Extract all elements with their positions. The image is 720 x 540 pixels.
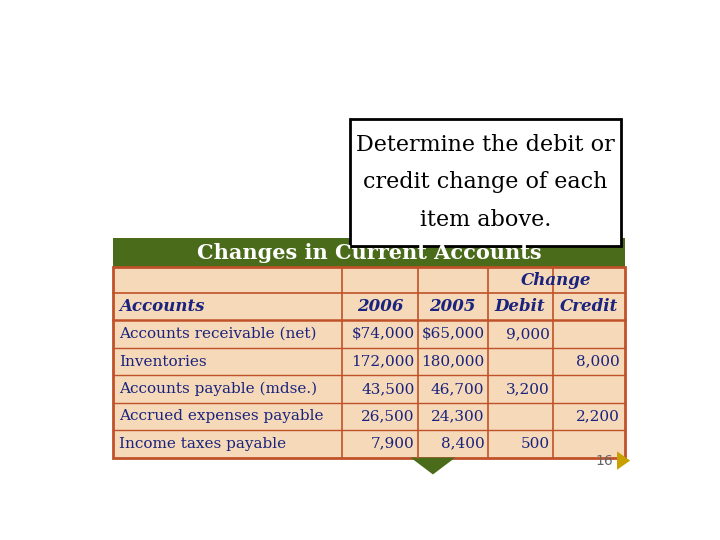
Text: Change: Change [521, 272, 591, 288]
Text: Accounts receivable (net): Accounts receivable (net) [120, 327, 317, 341]
Text: $65,000: $65,000 [421, 327, 485, 341]
Text: Accounts payable (mdse.): Accounts payable (mdse.) [120, 382, 318, 396]
Text: 24,300: 24,300 [431, 409, 485, 423]
Text: Determine the debit or
credit change of each
item above.: Determine the debit or credit change of … [356, 134, 615, 231]
Text: 172,000: 172,000 [351, 355, 415, 369]
Text: 46,700: 46,700 [431, 382, 485, 396]
Text: 500: 500 [521, 437, 549, 451]
FancyBboxPatch shape [113, 267, 625, 457]
Text: 26,500: 26,500 [361, 409, 415, 423]
Text: Debit: Debit [495, 298, 546, 315]
Text: Credit: Credit [559, 298, 618, 315]
Text: 16: 16 [595, 454, 613, 468]
Text: Income taxes payable: Income taxes payable [120, 437, 287, 451]
Text: 3,200: 3,200 [506, 382, 549, 396]
Polygon shape [410, 457, 456, 475]
Text: Inventories: Inventories [120, 355, 207, 369]
Text: 180,000: 180,000 [421, 355, 485, 369]
Text: 9,000: 9,000 [505, 327, 549, 341]
Text: 7,900: 7,900 [371, 437, 415, 451]
Text: 8,400: 8,400 [441, 437, 485, 451]
Text: 43,500: 43,500 [361, 382, 415, 396]
Text: 2,200: 2,200 [576, 409, 620, 423]
FancyBboxPatch shape [350, 119, 621, 246]
Text: $74,000: $74,000 [351, 327, 415, 341]
Text: Accrued expenses payable: Accrued expenses payable [120, 409, 324, 423]
Text: 2006: 2006 [356, 298, 403, 315]
Text: Accounts: Accounts [120, 298, 205, 315]
Text: Changes in Current Accounts: Changes in Current Accounts [197, 242, 541, 262]
Text: 8,000: 8,000 [576, 355, 620, 369]
FancyBboxPatch shape [113, 238, 625, 267]
Polygon shape [617, 451, 630, 470]
Text: 2005: 2005 [429, 298, 476, 315]
